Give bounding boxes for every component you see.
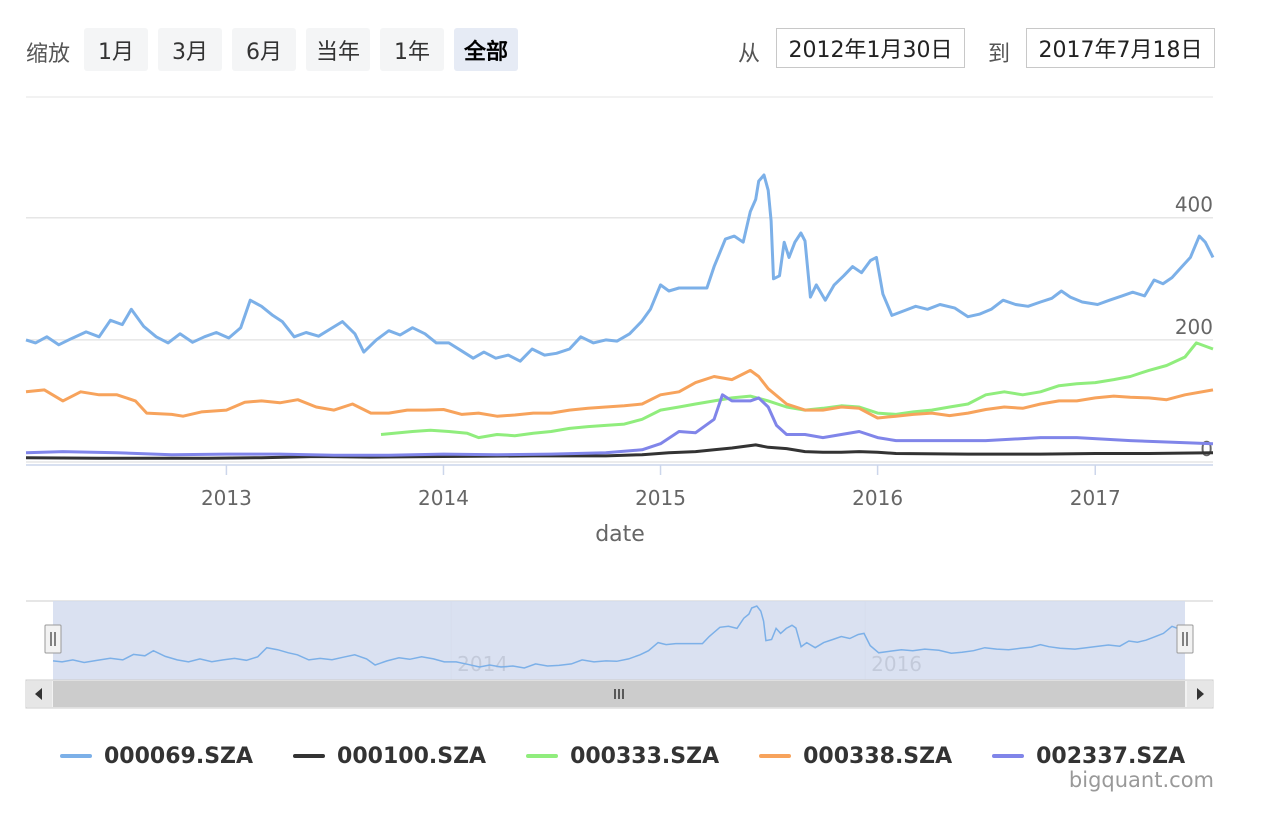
zoom-all-button[interactable]: 全部	[454, 28, 518, 71]
x-tick-label: 2015	[635, 486, 686, 510]
legend-label: 002337.SZA	[1036, 743, 1186, 769]
legend-label: 000333.SZA	[570, 743, 720, 769]
zoom-1m-button[interactable]: 1月	[84, 28, 148, 71]
legend-swatch	[60, 754, 92, 758]
legend-swatch	[293, 754, 326, 758]
series-line-002337.SZA[interactable]	[25, 393, 1214, 457]
navigator-series	[52, 605, 1186, 669]
chart-legend: 000069.SZA 000100.SZA 000333.SZA 000338.SZA…	[60, 738, 1225, 774]
legend-item-002337.SZA[interactable]: 002337.SZA	[992, 744, 1185, 769]
from-date-input[interactable]: 2012年1月30日	[776, 28, 965, 68]
from-label: 从	[738, 42, 761, 67]
scrollbar-grip-icon	[614, 689, 624, 699]
navigator-handles	[44, 624, 1194, 654]
legend-label: 000338.SZA	[803, 743, 953, 769]
zoom-1y-button[interactable]: 1年	[380, 28, 444, 71]
x-tick-label: 2017	[1070, 486, 1121, 510]
credit-link[interactable]: bigquant.com	[1068, 768, 1214, 792]
x-tick-label: 2014	[418, 486, 469, 510]
navigator: 20142016	[26, 600, 1213, 680]
x-tick-label: 2016	[852, 486, 903, 510]
legend-label: 000069.SZA	[104, 743, 254, 769]
zoom-ytd-button[interactable]: 当年	[306, 28, 370, 71]
series-line-000069.SZA[interactable]	[25, 173, 1215, 363]
plot-series	[25, 173, 1215, 460]
legend-swatch	[992, 754, 1025, 758]
legend-label: 000100.SZA	[337, 743, 487, 769]
y-tick-label: 200	[1175, 315, 1213, 339]
legend-swatch	[526, 754, 559, 758]
arrow-right-icon	[1197, 688, 1204, 700]
legend-item-000100.SZA[interactable]: 000100.SZA	[293, 744, 486, 769]
to-date-input[interactable]: 2017年7月18日	[1026, 28, 1215, 68]
x-tick-label: 2013	[201, 486, 252, 510]
zoom-label: 缩放	[26, 42, 71, 67]
legend-item-000069.SZA[interactable]: 000069.SZA	[60, 744, 253, 769]
zoom-3m-button[interactable]: 3月	[158, 28, 222, 71]
navigator-left-handle[interactable]	[44, 624, 62, 654]
y-tick-label: 0	[1200, 437, 1213, 461]
x-axis-title: date	[595, 522, 645, 547]
legend-item-000333.SZA[interactable]: 000333.SZA	[526, 744, 719, 769]
arrow-left-icon	[35, 688, 42, 700]
series-line-000338.SZA[interactable]	[25, 368, 1214, 420]
navigator-scrollbar	[25, 679, 1214, 709]
to-label: 到	[988, 42, 1011, 67]
y-tick-label: 400	[1175, 193, 1213, 217]
navigator-selection[interactable]	[53, 601, 1185, 680]
navigator-line	[52, 605, 1186, 669]
x-axis: 2013 2014 2015 2016 2017	[201, 465, 1121, 510]
legend-swatch	[759, 754, 792, 758]
legend-item-000338.SZA[interactable]: 000338.SZA	[759, 744, 952, 769]
zoom-6m-button[interactable]: 6月	[232, 28, 296, 71]
range-selector-toolbar: 缩放 1月 3月 6月 当年 1年 全部 从 2012年1月30日 到 2017…	[0, 0, 1276, 96]
y-axis: 0 200 400	[1175, 193, 1213, 461]
navigator-right-handle[interactable]	[1176, 624, 1194, 654]
